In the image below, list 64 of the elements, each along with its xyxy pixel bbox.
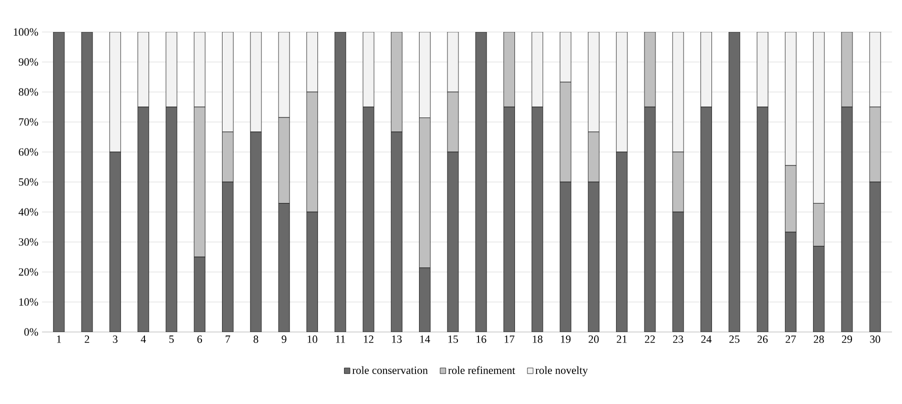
bar [644,32,656,108]
x-tick-label: 30 [870,336,880,343]
bar [504,32,515,108]
bar [390,32,402,132]
x-tick-label: 9 [282,336,286,343]
x-tick-label: 27 [786,336,796,343]
y-tick-label: 70% [19,118,38,126]
y-tick-label: 20% [18,268,38,276]
bar [81,32,93,332]
y-tick-label: 0% [24,328,38,336]
x-tick-label: 29 [842,336,852,343]
x-tick-label: 3 [112,336,118,343]
bar [841,32,853,108]
x-tick-label: 10 [308,336,318,343]
y-tick-label: 60% [18,148,38,156]
x-tick-label: 24 [701,336,712,343]
y-tick-label: 90% [18,58,38,66]
y-tick-label: 50% [19,178,38,186]
bar [53,32,65,332]
bar [728,32,740,332]
legend-label: role refinement [448,366,516,374]
legend-label: role conservation [352,366,428,374]
bar [560,82,572,182]
x-tick-label: 18 [532,336,542,343]
x-tick-label: 23 [673,336,684,343]
bar [813,203,825,246]
bar [475,32,487,332]
x-tick-label: 26 [758,336,768,343]
x-tick-label: 15 [448,336,458,343]
y-tick-label: 10% [19,298,38,306]
x-tick-label: 6 [197,336,202,343]
y-tick-label: 30% [18,238,38,246]
x-tick-label: 13 [392,336,402,343]
x-tick-label: 14 [420,336,430,343]
bar [278,117,290,204]
legend-label: role novelty [535,366,588,376]
bar [419,118,430,268]
x-tick-label: 4 [140,336,146,343]
x-tick-label: 25 [729,336,740,343]
bar [222,132,234,182]
x-tick-label: 19 [561,336,571,343]
x-tick-label: 2 [84,336,90,343]
bar [672,152,684,212]
x-tick-label: 28 [814,336,824,343]
bar [334,32,346,332]
x-tick-label: 1 [57,336,61,343]
bar [306,92,318,212]
x-tick-label: 22 [644,336,655,343]
x-tick-label: 12 [364,336,374,343]
bar [588,132,600,182]
x-tick-label: 8 [254,336,258,343]
y-tick-label: 100% [14,28,38,36]
x-tick-label: 17 [504,336,514,343]
x-tick-label: 7 [226,336,230,343]
x-tick-label: 11 [336,336,345,343]
x-tick-label: 16 [476,336,486,343]
bar [194,106,206,258]
x-tick-label: 21 [616,336,627,343]
x-tick-label: 5 [169,336,174,343]
y-tick-label: 80% [18,88,38,96]
x-tick-label: 20 [588,336,599,343]
bar [784,165,796,232]
y-tick-label: 40% [18,208,38,216]
bar [869,106,881,182]
